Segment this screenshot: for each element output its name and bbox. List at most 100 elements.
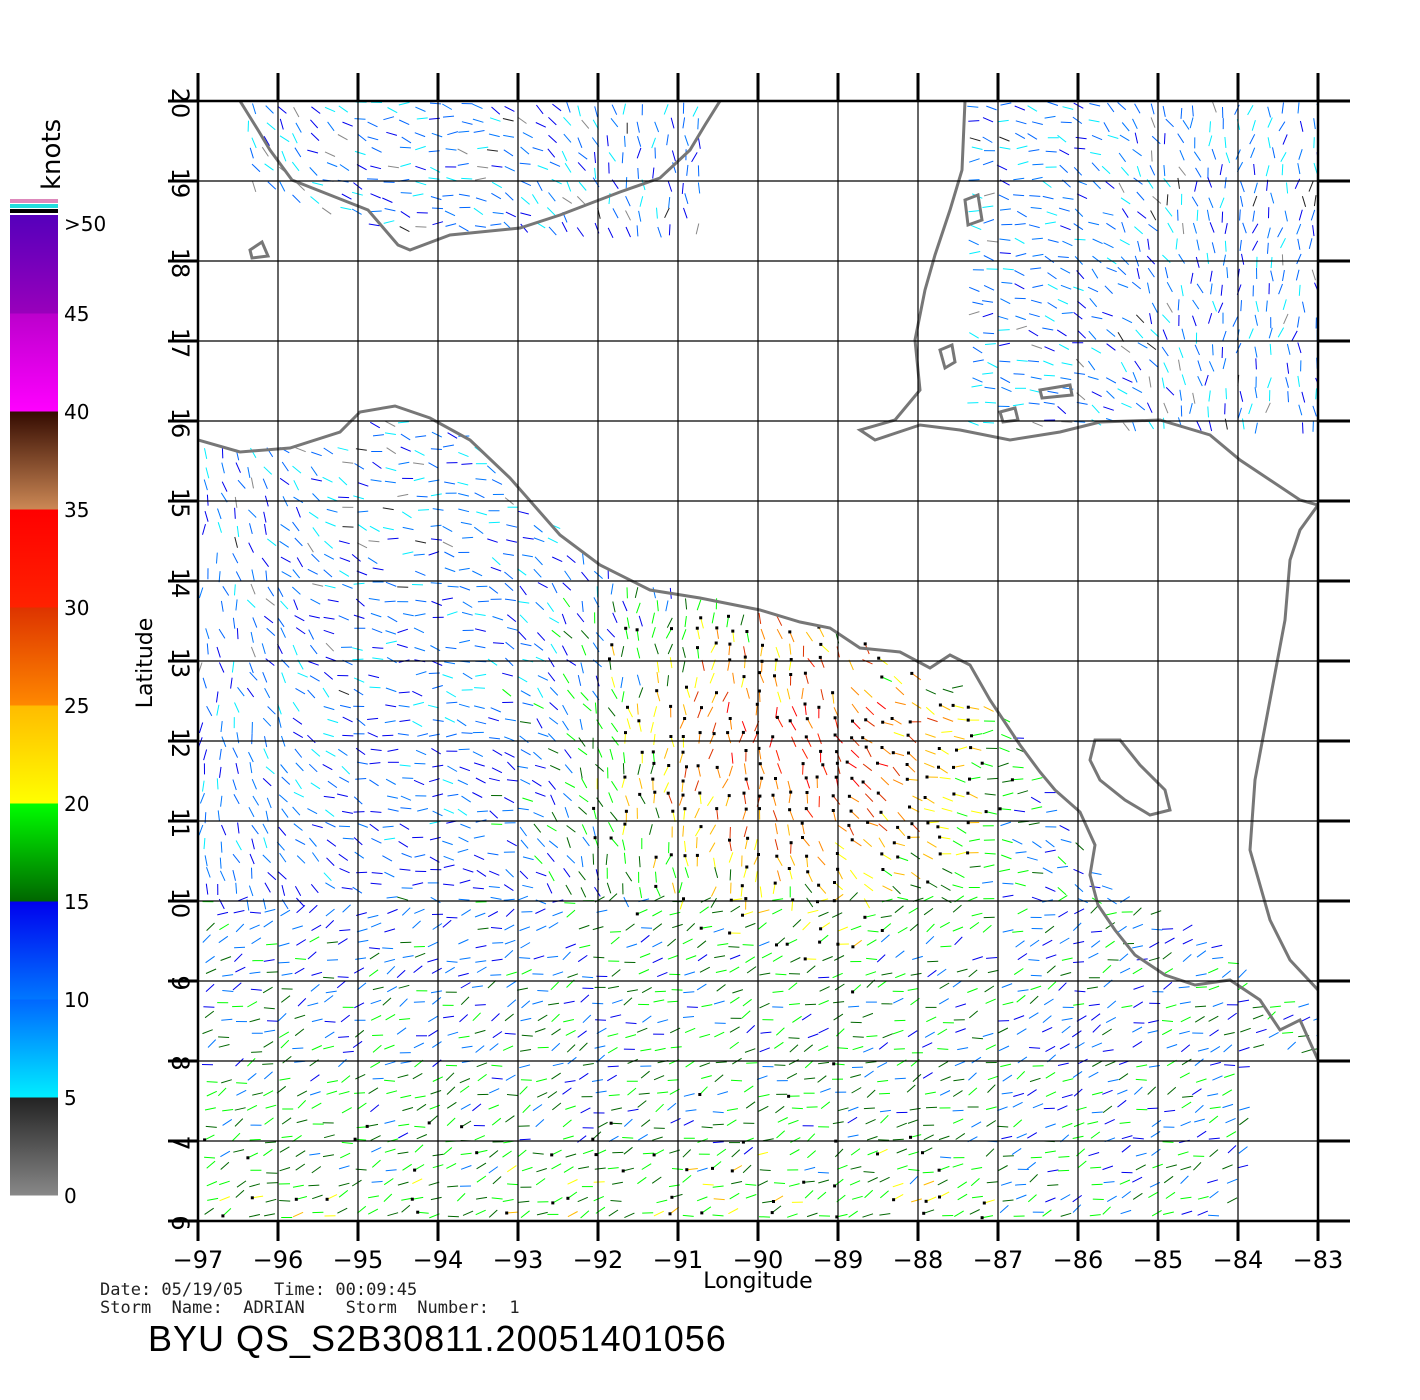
- rain-flag: [851, 990, 855, 994]
- wind-vector: [1299, 120, 1304, 132]
- wind-vector: [672, 811, 676, 823]
- wind-vector: [205, 983, 215, 992]
- wind-vector: [712, 1111, 724, 1114]
- wind-vector: [265, 1198, 277, 1203]
- wind-vector: [537, 165, 549, 170]
- wind-vector: [611, 676, 616, 688]
- wind-vector: [1135, 402, 1146, 411]
- wind-vector: [625, 871, 633, 882]
- wind-vector: [1119, 134, 1130, 142]
- wind-vector: [952, 926, 964, 932]
- wind-vector: [327, 1080, 338, 1084]
- wind-vector: [593, 1195, 604, 1202]
- wind-vector: [1002, 1074, 1013, 1082]
- wind-vector: [323, 733, 334, 738]
- wind-vector: [296, 1119, 308, 1124]
- wind-vector: [922, 853, 934, 860]
- wind-vector: [1058, 911, 1069, 918]
- wind-vector: [862, 1012, 874, 1018]
- wind-vector: [678, 794, 684, 806]
- wind-vector: [322, 476, 333, 483]
- wind-vector: [777, 1117, 788, 1123]
- wind-vector: [458, 836, 469, 843]
- wind-vector: [1178, 166, 1186, 176]
- wind-vector: [1087, 1121, 1099, 1125]
- rain-flag: [758, 807, 761, 811]
- wind-vector: [686, 923, 696, 932]
- wind-vector: [234, 536, 238, 548]
- wind-vector: [475, 777, 486, 784]
- wind-vector: [367, 717, 379, 720]
- rain-flag: [787, 867, 791, 870]
- wind-vector: [401, 1197, 413, 1201]
- rain-flag: [804, 776, 808, 780]
- wind-vector: [1222, 254, 1226, 266]
- lon-tick-label: −93: [493, 1246, 544, 1274]
- wind-vector: [941, 896, 952, 904]
- wind-vector: [265, 570, 268, 582]
- rain-flag: [876, 761, 879, 765]
- rain-flag: [880, 746, 884, 749]
- wind-vector: [412, 690, 423, 697]
- wind-vector: [623, 896, 630, 908]
- wind-vector: [1092, 180, 1101, 190]
- wind-vector: [1165, 1191, 1176, 1199]
- wind-vector: [1180, 1196, 1192, 1200]
- wind-vector: [458, 703, 470, 708]
- wind-vector: [1131, 945, 1144, 949]
- wind-vector: [489, 810, 499, 819]
- wind-vector: [1209, 1191, 1219, 1199]
- wind-vector: [1282, 1031, 1294, 1034]
- wind-vector: [475, 478, 487, 481]
- wind-vector: [893, 1048, 905, 1050]
- wind-vector: [1166, 302, 1173, 313]
- wind-vector: [518, 601, 530, 604]
- wind-vector: [1281, 164, 1284, 176]
- wind-vector: [938, 1061, 949, 1068]
- rain-flag: [910, 822, 914, 826]
- wind-vector: [625, 1022, 637, 1025]
- wind-vector: [701, 659, 705, 671]
- wind-vector: [1297, 102, 1300, 114]
- wind-vector: [368, 1087, 379, 1095]
- wind-vector: [1208, 390, 1211, 402]
- wind-vector: [562, 673, 570, 684]
- wind-vector: [250, 631, 254, 643]
- rain-flag: [937, 747, 941, 750]
- wind-vector: [548, 1002, 560, 1006]
- wind-vector: [492, 212, 504, 215]
- wind-vector: [1060, 225, 1071, 231]
- wind-vector: [1178, 359, 1181, 371]
- wind-vector: [414, 1164, 425, 1171]
- wind-vector: [446, 1086, 456, 1095]
- wind-vector: [520, 749, 531, 756]
- wind-vector: [1091, 268, 1099, 279]
- wind-vector: [699, 966, 711, 973]
- wind-vector: [605, 853, 608, 865]
- wind-vector: [1086, 986, 1098, 990]
- wind-vector: [338, 496, 350, 499]
- wind-vector: [488, 1166, 499, 1174]
- wind-vector: [581, 571, 589, 581]
- wind-vector: [997, 1165, 1008, 1172]
- wind-vector: [518, 510, 529, 515]
- wind-vector: [804, 1077, 816, 1080]
- wind-vector: [370, 479, 382, 482]
- wind-vector: [712, 1185, 724, 1188]
- wind-vector: [1163, 165, 1166, 177]
- wind-vector: [207, 1039, 217, 1048]
- wind-vector: [326, 839, 337, 847]
- rain-flag: [637, 719, 641, 723]
- wind-vector: [429, 102, 442, 105]
- wind-vector: [1212, 1075, 1223, 1081]
- wind-vector: [296, 905, 306, 914]
- wind-vector: [682, 938, 693, 945]
- wind-vector: [351, 208, 362, 215]
- wind-vector: [971, 384, 983, 388]
- wind-vector: [681, 780, 684, 792]
- wind-vector: [712, 722, 717, 734]
- wind-vector: [1017, 953, 1028, 961]
- wind-vector: [1179, 150, 1185, 161]
- wind-vector: [818, 626, 825, 638]
- wind-vector: [280, 909, 291, 917]
